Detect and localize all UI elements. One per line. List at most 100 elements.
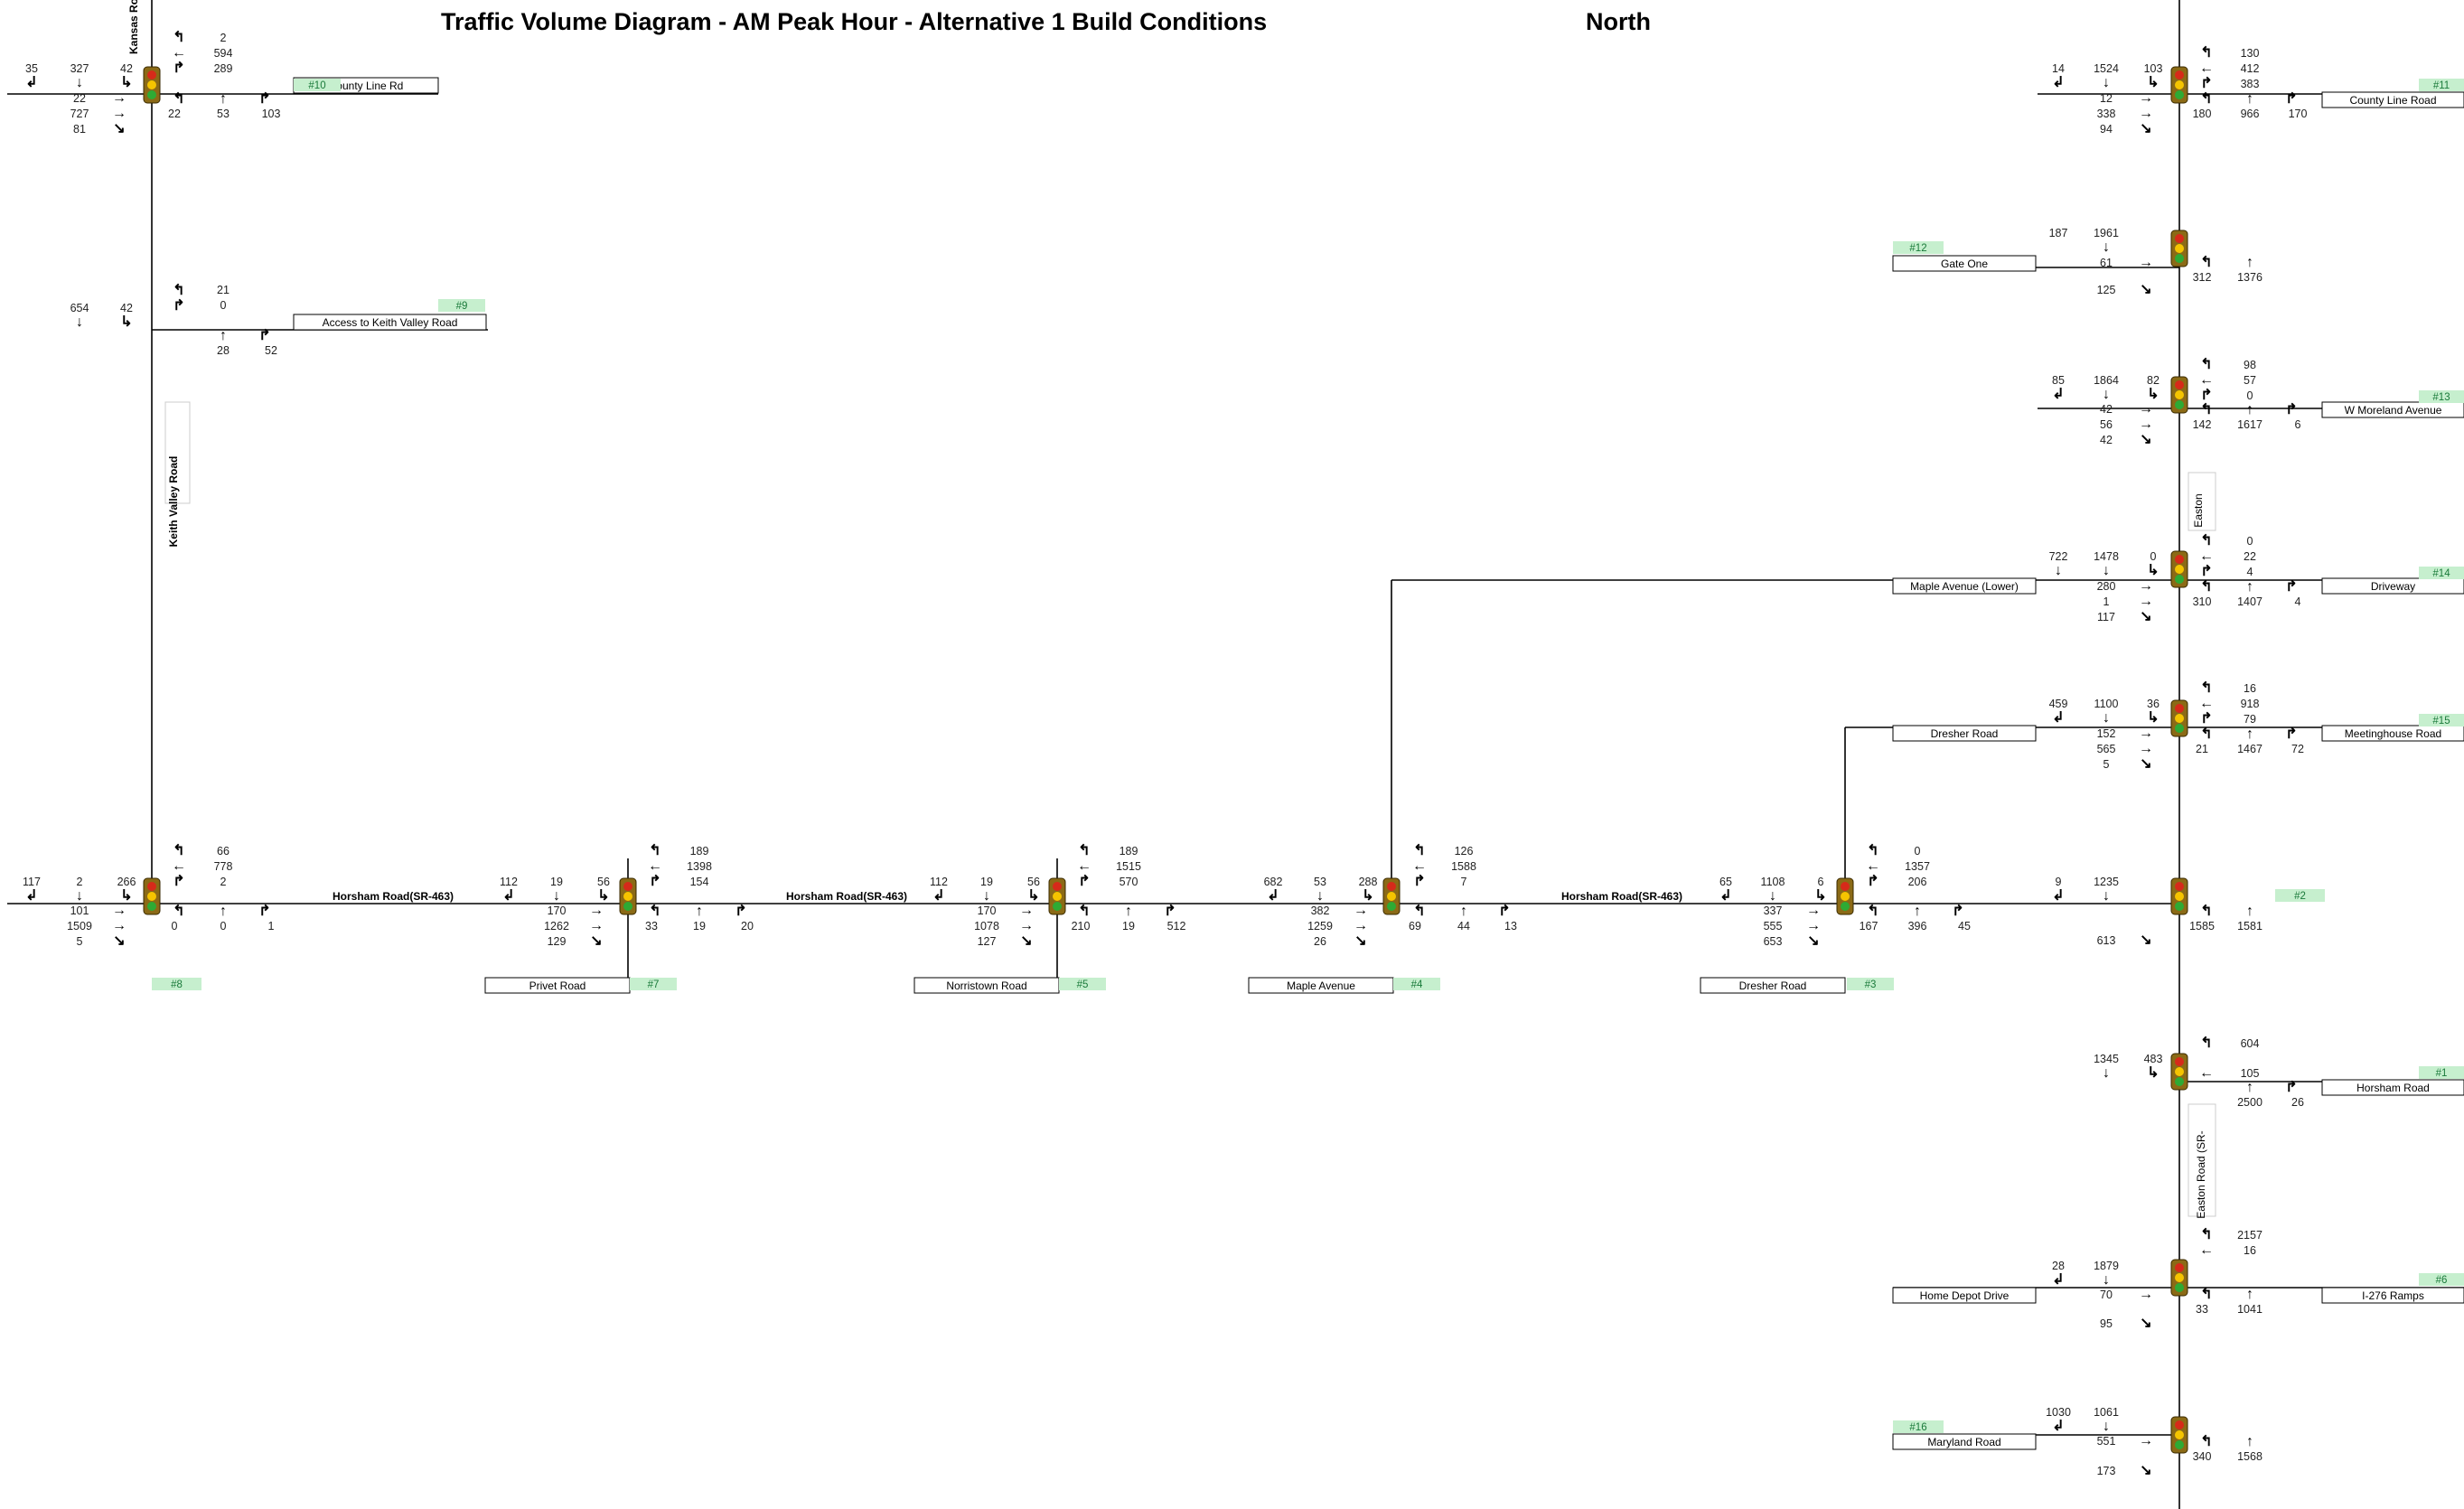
through-arrow-icon: → bbox=[1806, 918, 1821, 933]
signal-green-lamp bbox=[1053, 902, 1062, 911]
left-turn-arrow-icon: ↲ bbox=[2052, 1419, 2064, 1434]
intersection-tag: #5 bbox=[1059, 978, 1106, 990]
road-name-label: Privet Road bbox=[529, 979, 586, 992]
turning-volume: 966 bbox=[2241, 108, 2260, 120]
turning-volume: 26 bbox=[2291, 1096, 2304, 1109]
traffic-signal-icon bbox=[1836, 877, 1854, 915]
left-turn-arrow-icon: ↰ bbox=[1867, 904, 1878, 919]
turning-volume: 1041 bbox=[2237, 1303, 2263, 1316]
road-name-label: Maple Avenue bbox=[1287, 979, 1355, 992]
vertical-road-label: Kansas Ro bbox=[127, 0, 140, 54]
turning-volume: 70 bbox=[2100, 1289, 2113, 1301]
intersection-tag-bg bbox=[1893, 1420, 1944, 1433]
turning-volume: 555 bbox=[1764, 920, 1783, 933]
left-turn-arrow-icon: ↰ bbox=[2200, 255, 2212, 270]
turning-volume: 565 bbox=[2097, 743, 2116, 755]
intersection-tag-label: #12 bbox=[1909, 243, 1926, 254]
turning-volume: 337 bbox=[1764, 904, 1783, 917]
turning-volume: 0 bbox=[2247, 535, 2253, 548]
road-name-label: County Line Rd bbox=[329, 80, 404, 92]
turning-volume: 72 bbox=[2291, 743, 2304, 755]
through-arrow-icon: ↓ bbox=[76, 75, 83, 90]
road-label-horsham: Horsham Road(SR-463) bbox=[1561, 890, 1682, 903]
through-arrow-icon: ↓ bbox=[2103, 710, 2110, 726]
intersection-tag-label: #7 bbox=[648, 979, 660, 990]
road-name-box-frame bbox=[2321, 725, 2464, 742]
intersection-tag-label: #13 bbox=[2432, 392, 2450, 403]
through-arrow-icon: → bbox=[589, 918, 604, 933]
turning-volume: 727 bbox=[70, 108, 89, 120]
turning-volume: 312 bbox=[2193, 271, 2212, 284]
turning-volume: 2 bbox=[220, 876, 227, 888]
left-turn-arrow-icon: ↰ bbox=[2200, 402, 2212, 417]
traffic-signal-icon bbox=[1382, 877, 1401, 915]
through-arrow-icon: ← bbox=[1077, 858, 1091, 874]
turning-volume: 206 bbox=[1908, 876, 1927, 888]
intersection-tag-bg bbox=[1893, 241, 1944, 254]
left-turn-arrow-icon: ↲ bbox=[2052, 1272, 2064, 1288]
through-arrow-icon: ↑ bbox=[2246, 1434, 2253, 1449]
turning-volume: 1467 bbox=[2237, 743, 2263, 755]
intersection-tag: #6 bbox=[2419, 1273, 2464, 1286]
through-arrow-icon: ↓ bbox=[2103, 239, 2110, 255]
signal-yellow-lamp bbox=[2175, 565, 2184, 574]
intersection-tag-bg bbox=[294, 79, 341, 91]
turning-volume: 105 bbox=[2241, 1067, 2260, 1080]
traffic-signals bbox=[143, 66, 2188, 1454]
road-name-box: Access to Keith Valley Road bbox=[293, 314, 487, 331]
turning-volume: 14 bbox=[2052, 62, 2065, 75]
signal-yellow-lamp bbox=[2175, 390, 2184, 399]
right-turn-arrow-icon: ↘ bbox=[2140, 432, 2151, 447]
turning-volume: 338 bbox=[2097, 108, 2116, 120]
turning-volume: 310 bbox=[2193, 595, 2212, 608]
signal-red-lamp bbox=[147, 70, 156, 80]
signal-green-lamp bbox=[2175, 902, 2184, 911]
left-turn-arrow-icon: ↰ bbox=[1078, 904, 1090, 919]
through-arrow-icon: → bbox=[2139, 106, 2153, 121]
turning-volume: 6 bbox=[1818, 876, 1824, 888]
turning-volume: 6 bbox=[2295, 418, 2301, 431]
left-turn-arrow-icon: ↰ bbox=[1413, 843, 1425, 858]
intersection-tags: #10 #9 #11 #12 #13 #14 #15 #8 #7 #5 #4 #3 #2 #1 #6 #16 bbox=[152, 79, 2464, 1433]
right-turn-arrow-icon: ↱ bbox=[1413, 874, 1425, 889]
left-turn-arrow-icon: ↳ bbox=[597, 888, 609, 904]
left-turn-arrow-icon: ↲ bbox=[932, 888, 944, 904]
right-turn-arrow-icon: ↘ bbox=[2140, 609, 2151, 624]
right-turn-arrow-icon: ↱ bbox=[258, 328, 270, 343]
signal-red-lamp bbox=[2175, 380, 2184, 389]
intersection-tag: #8 bbox=[152, 978, 201, 990]
turning-volume: 42 bbox=[2100, 434, 2113, 446]
through-arrow-icon: → bbox=[1354, 918, 1368, 933]
compass-north: North bbox=[1586, 8, 1651, 35]
through-arrow-icon: ← bbox=[2199, 1242, 2214, 1258]
through-arrow-icon: ↑ bbox=[2246, 91, 2253, 107]
left-turn-arrow-icon: ↰ bbox=[173, 91, 184, 107]
intersection-tag-label: #11 bbox=[2433, 80, 2450, 91]
right-turn-arrow-icon: ↱ bbox=[649, 874, 661, 889]
signal-red-lamp bbox=[147, 882, 156, 891]
intersection-tag: #7 bbox=[630, 978, 677, 990]
turning-volume: 5 bbox=[2103, 758, 2110, 771]
left-turn-arrow-icon: ↳ bbox=[120, 75, 132, 90]
turning-volume: 1407 bbox=[2237, 595, 2263, 608]
right-turn-arrow-icon: ↘ bbox=[2140, 1463, 2151, 1478]
turning-volume: 19 bbox=[550, 876, 563, 888]
turning-volume: 81 bbox=[73, 123, 86, 136]
turning-volume: 35 bbox=[25, 62, 38, 75]
turning-volume: 382 bbox=[1311, 904, 1330, 917]
through-arrow-icon: ← bbox=[2199, 548, 2214, 564]
intersection-tag: #14 bbox=[2419, 567, 2464, 579]
signal-green-lamp bbox=[2175, 90, 2184, 99]
right-turn-arrow-icon: ↱ bbox=[2200, 76, 2212, 91]
turning-volume: 613 bbox=[2097, 934, 2116, 947]
right-turn-arrow-icon: ↘ bbox=[2140, 1316, 2151, 1331]
through-arrow-icon: → bbox=[112, 106, 126, 121]
intersection-tag-bg bbox=[2419, 390, 2464, 403]
turning-volume: 42 bbox=[2100, 403, 2113, 416]
through-arrow-icon: ↑ bbox=[2246, 1287, 2253, 1302]
turning-volume: 0 bbox=[1915, 845, 1921, 858]
left-turn-arrow-icon: ↰ bbox=[2200, 91, 2212, 107]
through-arrow-icon: ↑ bbox=[1125, 904, 1132, 919]
turning-volume: 112 bbox=[930, 876, 948, 888]
signal-yellow-lamp bbox=[2175, 1067, 2184, 1076]
